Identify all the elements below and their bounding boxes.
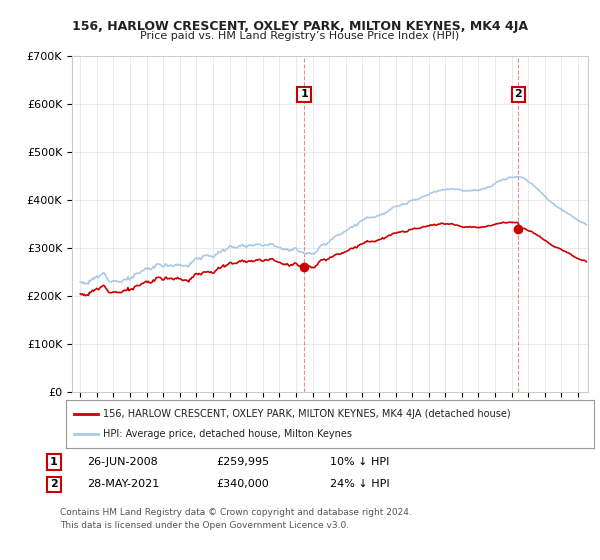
Text: 10% ↓ HPI: 10% ↓ HPI (330, 457, 389, 467)
Text: Price paid vs. HM Land Registry’s House Price Index (HPI): Price paid vs. HM Land Registry’s House … (140, 31, 460, 41)
Text: 156, HARLOW CRESCENT, OXLEY PARK, MILTON KEYNES, MK4 4JA (detached house): 156, HARLOW CRESCENT, OXLEY PARK, MILTON… (103, 409, 511, 419)
Text: 2: 2 (515, 90, 523, 100)
Text: This data is licensed under the Open Government Licence v3.0.: This data is licensed under the Open Gov… (60, 521, 349, 530)
Text: 28-MAY-2021: 28-MAY-2021 (87, 479, 159, 489)
Text: Contains HM Land Registry data © Crown copyright and database right 2024.: Contains HM Land Registry data © Crown c… (60, 508, 412, 517)
Text: 26-JUN-2008: 26-JUN-2008 (87, 457, 158, 467)
Text: 156, HARLOW CRESCENT, OXLEY PARK, MILTON KEYNES, MK4 4JA: 156, HARLOW CRESCENT, OXLEY PARK, MILTON… (72, 20, 528, 32)
Text: 24% ↓ HPI: 24% ↓ HPI (330, 479, 389, 489)
Text: 2: 2 (50, 479, 58, 489)
Text: £259,995: £259,995 (216, 457, 269, 467)
Text: 1: 1 (50, 457, 58, 467)
Text: HPI: Average price, detached house, Milton Keynes: HPI: Average price, detached house, Milt… (103, 429, 352, 438)
Text: £340,000: £340,000 (216, 479, 269, 489)
Text: 1: 1 (300, 90, 308, 100)
